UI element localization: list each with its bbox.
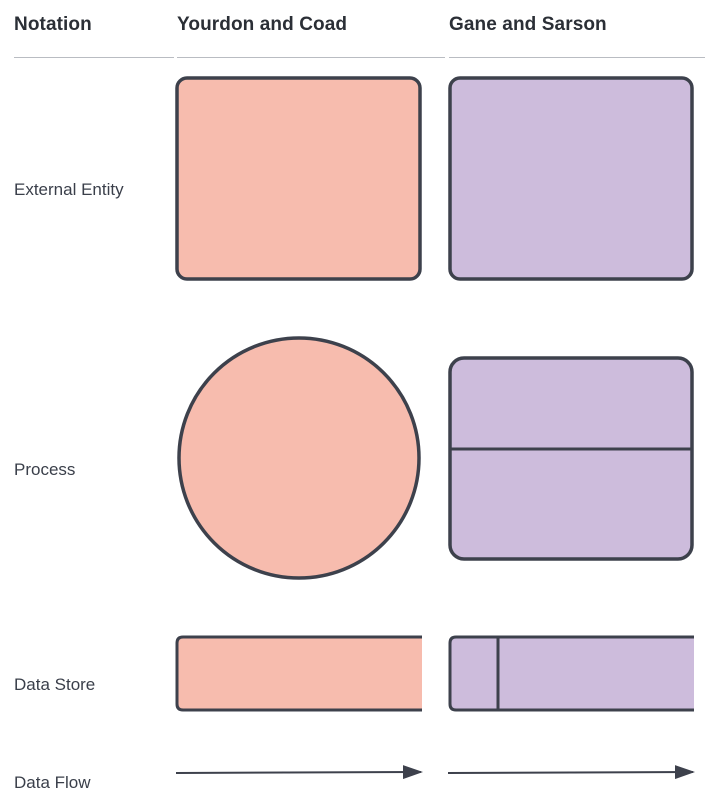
gane-external-entity-square — [448, 76, 694, 281]
row-label-data-flow: Data Flow — [14, 773, 91, 792]
gane-data-flow-arrow — [447, 765, 695, 780]
row-label-process: Process — [14, 460, 76, 479]
gane-data-store — [448, 635, 694, 712]
header-divider-gane-sarson — [449, 57, 705, 58]
row-label-external-entity: External Entity — [14, 180, 124, 199]
yourdon-data-flow-arrow — [175, 765, 423, 780]
header-yourdon-coad: Yourdon and Coad — [177, 14, 348, 35]
header-gane-sarson: Gane and Sarson — [449, 14, 607, 35]
header-divider-yourdon-coad — [177, 57, 445, 58]
yourdon-process-circle — [177, 336, 421, 580]
header-divider-notation — [14, 57, 174, 58]
gane-process-rounded-rect — [448, 356, 694, 561]
header-notation: Notation — [14, 14, 92, 35]
row-label-data-store: Data Store — [14, 675, 96, 694]
yourdon-data-store — [175, 635, 422, 712]
yourdon-external-entity-square — [175, 76, 422, 281]
